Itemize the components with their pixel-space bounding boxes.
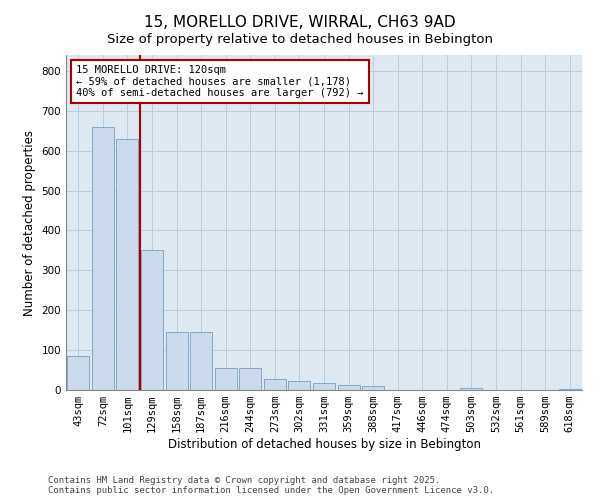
Bar: [313, 383, 335, 390]
Bar: [239, 368, 262, 390]
Bar: [166, 332, 188, 390]
Bar: [92, 127, 114, 390]
Bar: [264, 379, 286, 390]
Text: Contains HM Land Registry data © Crown copyright and database right 2025.
Contai: Contains HM Land Registry data © Crown c…: [48, 476, 494, 495]
X-axis label: Distribution of detached houses by size in Bebington: Distribution of detached houses by size …: [167, 438, 481, 451]
Bar: [141, 250, 163, 390]
Bar: [289, 381, 310, 390]
Bar: [67, 356, 89, 390]
Bar: [116, 138, 139, 390]
Y-axis label: Number of detached properties: Number of detached properties: [23, 130, 36, 316]
Bar: [460, 388, 482, 390]
Text: Size of property relative to detached houses in Bebington: Size of property relative to detached ho…: [107, 32, 493, 46]
Text: 15 MORELLO DRIVE: 120sqm
← 59% of detached houses are smaller (1,178)
40% of sem: 15 MORELLO DRIVE: 120sqm ← 59% of detach…: [76, 65, 364, 98]
Text: 15, MORELLO DRIVE, WIRRAL, CH63 9AD: 15, MORELLO DRIVE, WIRRAL, CH63 9AD: [144, 15, 456, 30]
Bar: [338, 385, 359, 390]
Bar: [215, 368, 237, 390]
Bar: [362, 386, 384, 390]
Bar: [190, 332, 212, 390]
Bar: [559, 389, 581, 390]
